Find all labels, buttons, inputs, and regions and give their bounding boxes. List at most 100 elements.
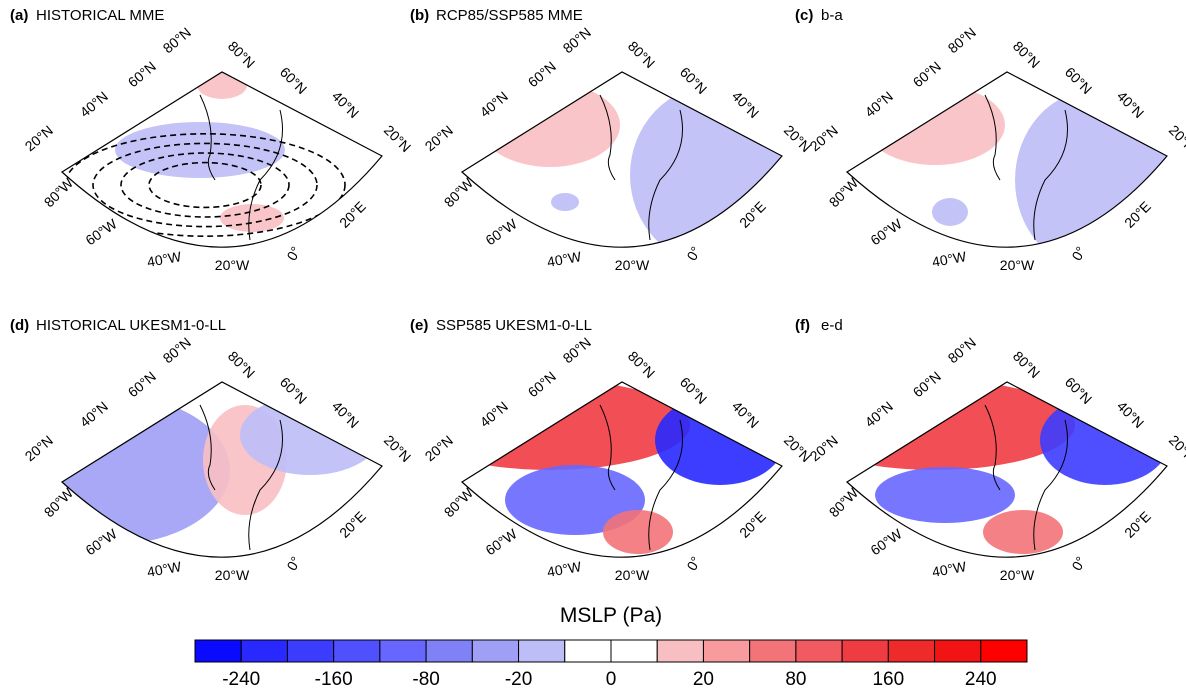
coastline: [199, 94, 283, 241]
graticule-label: 60°N: [277, 374, 310, 407]
colorbar-box: [379, 639, 427, 663]
field-blob: [630, 85, 782, 248]
graticule-label: 40°W: [546, 558, 583, 580]
graticule-label: 60°N: [677, 374, 710, 407]
graticule-label: 20°N: [807, 432, 841, 464]
field-blob: [115, 122, 285, 178]
panel-title: HISTORICAL MME: [36, 7, 164, 24]
colorbar-box: [240, 639, 288, 663]
graticule-label: 60°N: [125, 368, 159, 400]
graticule-label: 40°W: [931, 248, 968, 270]
graticule-label: 20°W: [1000, 257, 1035, 273]
graticule-label: 80°N: [560, 334, 594, 366]
map-field: [462, 382, 782, 554]
colorbar-box: [980, 639, 1028, 663]
colorbar-box: [471, 639, 520, 663]
field-blob: [932, 198, 968, 226]
map-panel: (b) RCP85/SSP585 MME80°N60°N40°N20°N80°N6…: [410, 7, 814, 273]
contour: [120, 152, 290, 218]
colorbar-box: [286, 639, 335, 663]
graticule-label: 40°N: [329, 398, 362, 431]
colorbar-tick-label: 240: [965, 669, 997, 690]
graticule-label: 60°N: [677, 64, 710, 97]
graticule-label: 40°N: [1114, 88, 1147, 121]
coastline: [599, 404, 683, 551]
graticule-label: 20°W: [215, 257, 250, 273]
field-blob: [551, 193, 579, 211]
colorbar-tick-label: 0: [606, 669, 617, 690]
panel-title: e-d: [821, 317, 843, 334]
graticule-label: 80°N: [225, 348, 258, 381]
graticule-label: 80°N: [945, 334, 979, 366]
graticule-label: 20°W: [615, 567, 650, 583]
field-blob: [240, 395, 380, 475]
panel-label: (c): [795, 7, 813, 24]
graticule-label: 60°W: [82, 525, 120, 558]
coastline: [199, 404, 283, 551]
colorbar-box: [610, 639, 658, 663]
map-outline: [461, 71, 783, 248]
panel-label: (a): [10, 7, 28, 24]
field-blob: [983, 510, 1063, 554]
graticule-label: 60°N: [277, 64, 310, 97]
colorbar-title: MSLP (Pa): [560, 604, 662, 627]
colorbar-box: [656, 639, 704, 663]
graticule-label: 60°N: [525, 368, 559, 400]
graticule-label: 20°N: [381, 122, 414, 155]
panel-label: (f): [795, 317, 810, 334]
graticule-label: 60°N: [525, 58, 559, 90]
colorbar-box: [841, 639, 889, 663]
graticule-label: 60°W: [867, 525, 905, 558]
colorbar-box: [702, 639, 751, 663]
contour: [64, 133, 346, 238]
colorbar-tick-label: 20: [693, 669, 714, 690]
colorbar-box: [194, 639, 242, 663]
graticule-label: 40°N: [329, 88, 362, 121]
graticule-label: 40°W: [146, 248, 183, 270]
coastline: [599, 94, 683, 241]
contour: [92, 142, 318, 228]
panel-title: HISTORICAL UKESM1-0-LL: [36, 317, 226, 334]
colorbar-tick-label: -160: [315, 669, 353, 690]
graticule-label: 20°N: [22, 122, 56, 154]
graticule-label: 80°N: [225, 38, 258, 71]
colorbar-box: [749, 639, 797, 663]
graticule-label: 20°W: [615, 257, 650, 273]
graticule-label: 0°: [1068, 554, 1089, 574]
graticule-label: 20°N: [1166, 122, 1186, 155]
graticule-label: 40°N: [862, 88, 896, 120]
field-blob: [505, 465, 645, 535]
graticule-label: 20°W: [1000, 567, 1035, 583]
graticule-label: 20°E: [736, 198, 769, 231]
panel-label: (d): [10, 317, 29, 334]
graticule-label: 0°: [283, 244, 304, 264]
graticule-label: 0°: [283, 554, 304, 574]
field-blob: [603, 510, 673, 554]
graticule-label: 40°N: [77, 398, 111, 430]
graticule-label: 20°N: [1166, 432, 1186, 465]
graticule-label: 20°E: [1121, 198, 1154, 231]
field-blob: [462, 382, 690, 470]
graticule-label: 40°N: [477, 88, 511, 120]
graticule-label: 80°N: [160, 334, 194, 366]
field-blob: [847, 382, 1075, 470]
map-panel: (e) SSP585 UKESM1-0-LL80°N60°N40°N20°N80°…: [410, 317, 814, 583]
graticule-label: 20°E: [336, 198, 369, 231]
graticule-label: 60°N: [910, 368, 944, 400]
graticule-label: 20°N: [22, 432, 56, 464]
field-blob: [875, 467, 1015, 523]
field-blob: [62, 395, 230, 545]
graticule-label: 80°N: [945, 24, 979, 56]
colorbar-box: [333, 639, 381, 663]
graticule-label: 20°N: [781, 122, 814, 155]
field-blob: [1015, 90, 1167, 248]
graticule-label: 20°N: [422, 432, 456, 464]
graticule-label: 20°N: [381, 432, 414, 465]
graticule-label: 80°N: [560, 24, 594, 56]
colorbar-tick-label: 160: [872, 669, 904, 690]
coastline: [984, 94, 1068, 241]
graticule-label: 40°N: [477, 398, 511, 430]
graticule-label: 40°N: [862, 398, 896, 430]
graticule-label: 0°: [683, 244, 704, 264]
